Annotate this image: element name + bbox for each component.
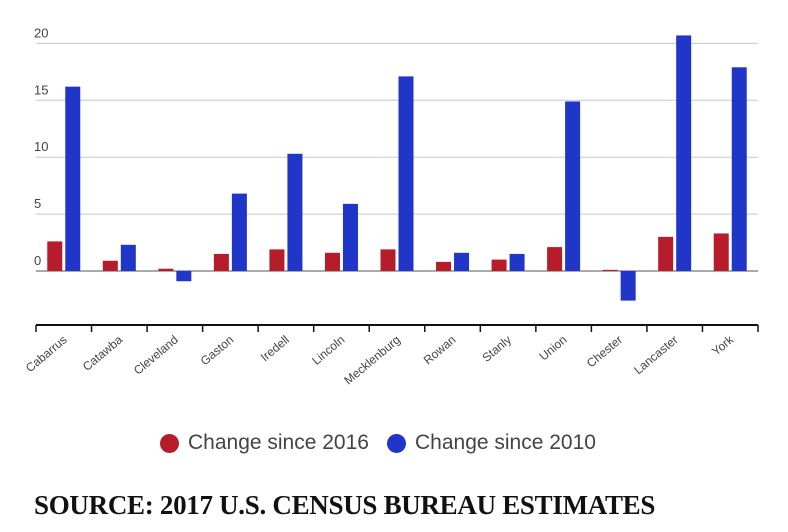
- bar-chester-2010: [620, 271, 636, 301]
- legend: Change since 2016 Change since 2010: [160, 431, 614, 455]
- bar-iredell-2010: [287, 153, 303, 271]
- bar-lincoln-2016: [324, 252, 340, 271]
- source-note: SOURCE: 2017 U.S. CENSUS BUREAU ESTIMATE…: [34, 490, 656, 520]
- legend-label-2016: Change since 2016: [188, 431, 369, 454]
- y-tick-label: 5: [34, 196, 41, 211]
- bar-union-2010: [565, 101, 581, 271]
- bar-chart: 0 5 10 15 20 Cabarrus Catawba Cleveland Gaston I…: [23, 25, 759, 388]
- legend-label-2010: Change since 2010: [414, 431, 596, 454]
- bar-lancaster-2010: [676, 35, 692, 272]
- bar-catawba-2016: [102, 260, 118, 271]
- bar-lincoln-2010: [342, 203, 358, 271]
- bar-york-2010: [731, 67, 747, 271]
- y-tick-labels: 0 5 10 15 20: [34, 25, 48, 268]
- bar-york-2016: [713, 233, 729, 271]
- bar-lancaster-2016: [658, 236, 674, 271]
- grid-lines: [36, 42, 758, 272]
- x-tick-label: Iredell: [258, 333, 292, 365]
- x-tick-label: Cleveland: [131, 333, 181, 378]
- x-tick-label: York: [709, 332, 737, 359]
- bar-cabarrus-2016: [47, 241, 63, 271]
- bar-mecklenburg-2016: [380, 249, 396, 271]
- bar-cleveland-2016: [158, 268, 174, 271]
- bar-mecklenburg-2010: [398, 76, 414, 271]
- x-tick-label: Gaston: [198, 333, 237, 369]
- bar-stanly-2010: [509, 253, 525, 271]
- y-tick-label: 20: [34, 25, 48, 40]
- legend-swatch-2016: [160, 433, 179, 453]
- x-tick-label: Lancaster: [631, 333, 680, 378]
- x-tick-label: Lincoln: [309, 333, 347, 368]
- x-tick-label: Union: [537, 333, 570, 364]
- bar-stanly-2016: [491, 259, 507, 271]
- x-tick-label: Stanly: [479, 333, 514, 365]
- x-tick-label: Mecklenburg: [341, 333, 403, 388]
- bar-cabarrus-2010: [65, 86, 81, 271]
- bar-gaston-2016: [213, 253, 229, 271]
- x-axis: Cabarrus Catawba Cleveland Gaston Iredell Lin…: [23, 324, 759, 388]
- y-tick-label: 15: [34, 82, 48, 97]
- legend-swatch-2010: [386, 433, 406, 453]
- bar-rowan-2016: [436, 261, 452, 271]
- bar-union-2016: [547, 247, 563, 271]
- bar-rowan-2010: [454, 252, 470, 271]
- x-tick-label: Chester: [584, 333, 625, 371]
- bar-catawba-2010: [120, 244, 136, 271]
- bar-iredell-2016: [269, 249, 285, 271]
- x-tick-label: Catawba: [80, 332, 126, 373]
- legend-item-2016: Change since 2016: [160, 431, 369, 455]
- bar-cleveland-2010: [176, 271, 192, 282]
- x-tick-label: Cabarrus: [23, 333, 70, 375]
- bar-gaston-2010: [231, 193, 247, 271]
- legend-item-2010: Change since 2010: [386, 431, 596, 455]
- y-tick-label: 10: [34, 139, 48, 154]
- bar-chester-2016: [602, 269, 618, 271]
- y-tick-label: 0: [34, 253, 41, 268]
- bars: [47, 35, 747, 301]
- x-tick-label: Rowan: [421, 333, 459, 368]
